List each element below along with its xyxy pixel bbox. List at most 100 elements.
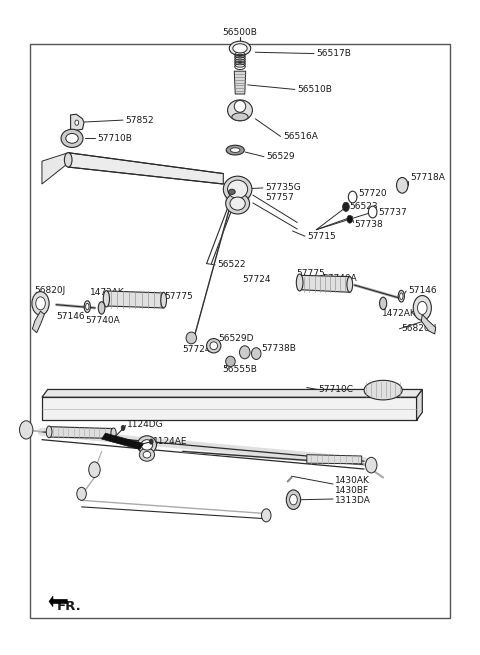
- Text: 57740A: 57740A: [322, 274, 357, 283]
- Ellipse shape: [228, 180, 248, 198]
- Ellipse shape: [226, 145, 244, 155]
- Text: 1430BF: 1430BF: [335, 486, 369, 495]
- Text: 1124DG: 1124DG: [127, 420, 164, 428]
- Ellipse shape: [400, 293, 403, 299]
- Ellipse shape: [137, 436, 156, 454]
- Polygon shape: [102, 433, 144, 449]
- Ellipse shape: [226, 193, 250, 214]
- Text: 57737: 57737: [378, 208, 407, 217]
- Text: 57715: 57715: [307, 232, 336, 240]
- Ellipse shape: [223, 176, 252, 202]
- Polygon shape: [68, 153, 223, 184]
- Polygon shape: [49, 426, 114, 438]
- Ellipse shape: [46, 426, 52, 438]
- Text: 57146: 57146: [408, 286, 437, 295]
- Text: 56516A: 56516A: [283, 132, 318, 141]
- Polygon shape: [42, 398, 417, 420]
- Circle shape: [418, 301, 427, 314]
- Ellipse shape: [234, 100, 246, 112]
- Text: 57720: 57720: [359, 189, 387, 198]
- Text: 57724: 57724: [183, 345, 211, 354]
- Ellipse shape: [143, 451, 151, 458]
- Ellipse shape: [186, 332, 197, 344]
- Text: 1313DA: 1313DA: [335, 496, 371, 505]
- Ellipse shape: [66, 134, 78, 143]
- Polygon shape: [71, 114, 84, 130]
- Circle shape: [396, 178, 408, 193]
- Text: 1472AK: 1472AK: [382, 309, 417, 318]
- Ellipse shape: [84, 301, 90, 312]
- Ellipse shape: [85, 303, 89, 310]
- Polygon shape: [33, 311, 44, 333]
- Text: 57146: 57146: [57, 312, 85, 321]
- Circle shape: [149, 439, 153, 444]
- Text: 56517B: 56517B: [316, 49, 351, 58]
- Circle shape: [368, 206, 377, 218]
- Polygon shape: [49, 596, 67, 607]
- Circle shape: [89, 462, 100, 477]
- Text: FR.: FR.: [56, 600, 81, 613]
- Ellipse shape: [64, 153, 72, 167]
- Ellipse shape: [230, 148, 240, 153]
- Circle shape: [36, 297, 45, 310]
- Text: 57757: 57757: [265, 193, 294, 202]
- Ellipse shape: [228, 100, 252, 121]
- Ellipse shape: [98, 302, 105, 314]
- Ellipse shape: [252, 348, 261, 360]
- Ellipse shape: [210, 342, 217, 350]
- Circle shape: [77, 487, 86, 500]
- Polygon shape: [107, 291, 164, 308]
- Circle shape: [262, 509, 271, 522]
- Circle shape: [365, 457, 377, 473]
- Circle shape: [347, 215, 353, 223]
- Text: 56529: 56529: [266, 152, 295, 161]
- Text: 57710B: 57710B: [97, 134, 132, 143]
- Text: 57724: 57724: [242, 274, 271, 284]
- Text: 1124AE: 1124AE: [153, 437, 188, 446]
- Text: 57735G: 57735G: [265, 183, 301, 193]
- Circle shape: [348, 191, 357, 203]
- Circle shape: [289, 495, 297, 505]
- Text: 56529D: 56529D: [218, 334, 254, 343]
- Text: 56820H: 56820H: [401, 324, 437, 333]
- Ellipse shape: [103, 291, 109, 307]
- Circle shape: [343, 202, 349, 212]
- Circle shape: [413, 295, 432, 320]
- Ellipse shape: [228, 189, 235, 195]
- Text: 56820J: 56820J: [34, 286, 65, 295]
- Ellipse shape: [398, 290, 405, 302]
- Text: 57775: 57775: [296, 269, 325, 278]
- Text: 57852: 57852: [125, 115, 154, 124]
- Ellipse shape: [230, 197, 245, 210]
- Ellipse shape: [364, 381, 402, 400]
- Circle shape: [75, 120, 79, 125]
- Text: 57710C: 57710C: [319, 385, 354, 394]
- Ellipse shape: [111, 428, 116, 438]
- Text: 56555B: 56555B: [222, 365, 257, 375]
- Polygon shape: [300, 275, 350, 292]
- Ellipse shape: [380, 297, 387, 310]
- Text: 57775: 57775: [165, 291, 193, 301]
- Polygon shape: [42, 390, 422, 398]
- Text: 1430AK: 1430AK: [335, 476, 370, 485]
- Polygon shape: [42, 153, 68, 184]
- Text: 57738: 57738: [355, 220, 384, 229]
- Ellipse shape: [347, 276, 353, 292]
- Ellipse shape: [226, 356, 235, 367]
- Circle shape: [32, 291, 49, 315]
- Ellipse shape: [296, 274, 303, 291]
- Polygon shape: [417, 390, 422, 420]
- Text: 57718A: 57718A: [410, 173, 445, 182]
- Circle shape: [121, 425, 125, 430]
- Polygon shape: [307, 455, 362, 464]
- Text: 56522: 56522: [217, 261, 246, 269]
- Polygon shape: [234, 71, 246, 94]
- Text: 57738B: 57738B: [262, 344, 296, 353]
- Ellipse shape: [139, 448, 155, 461]
- Ellipse shape: [229, 41, 251, 56]
- Polygon shape: [223, 189, 252, 204]
- Ellipse shape: [161, 292, 167, 308]
- Ellipse shape: [206, 339, 221, 353]
- Bar: [30, 44, 450, 618]
- Text: 57740A: 57740A: [85, 316, 120, 326]
